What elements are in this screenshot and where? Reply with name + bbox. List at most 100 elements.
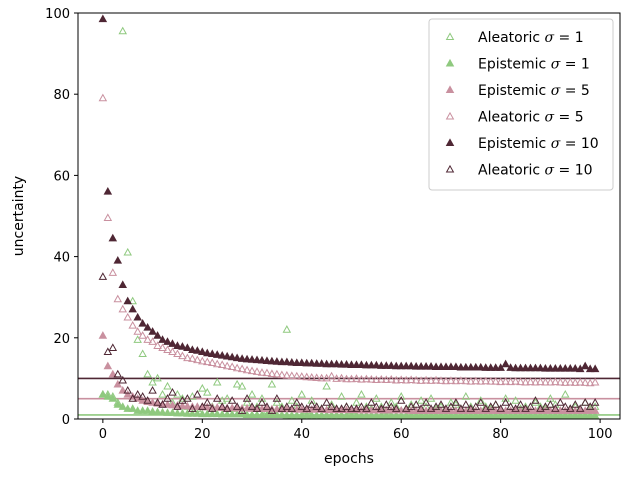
x-tick-label: 60 — [393, 427, 410, 442]
data-point — [322, 359, 331, 368]
legend-item: Aleatoric σ = 5 — [445, 110, 584, 126]
data-point — [367, 398, 376, 406]
data-point — [411, 411, 421, 419]
data-point — [292, 371, 302, 380]
data-point — [481, 376, 491, 385]
data-point — [153, 373, 162, 382]
data-point — [337, 410, 346, 419]
data-point — [372, 360, 381, 369]
data-point — [148, 327, 157, 335]
data-point — [267, 379, 277, 388]
legend-marker — [445, 138, 455, 147]
data-point — [536, 411, 545, 419]
data-point — [531, 411, 540, 419]
data-point — [476, 377, 486, 385]
data-point — [357, 374, 366, 383]
data-point — [198, 347, 207, 356]
data-point — [332, 359, 341, 368]
data-point — [257, 398, 267, 406]
legend-label: Epistemic σ = 1 — [478, 57, 590, 73]
data-point — [312, 402, 321, 410]
data-point — [143, 369, 152, 378]
data-point — [556, 364, 565, 372]
data-point — [282, 410, 292, 419]
data-point — [153, 331, 162, 339]
data-point — [103, 213, 113, 222]
data-point — [556, 398, 565, 406]
legend-label: Epistemic σ = 5 — [478, 83, 590, 99]
series-1 — [98, 390, 600, 419]
data-point — [327, 371, 336, 380]
data-point — [217, 351, 227, 359]
x-axis-label: epochs — [324, 451, 374, 467]
data-point — [262, 356, 272, 364]
data-point — [232, 379, 242, 388]
data-point — [486, 363, 495, 371]
y-axis-label: uncertainty — [11, 176, 27, 256]
data-point — [411, 400, 421, 408]
data-point — [496, 411, 505, 419]
data-point — [98, 272, 108, 280]
data-point — [282, 402, 292, 410]
data-point — [153, 407, 162, 416]
data-point — [541, 411, 550, 419]
data-point — [118, 304, 128, 313]
data-point — [242, 354, 252, 363]
data-point — [337, 373, 346, 382]
data-point — [207, 358, 217, 366]
data-point — [382, 361, 391, 369]
data-point — [511, 363, 520, 372]
data-point — [391, 375, 401, 384]
data-point — [178, 351, 187, 360]
data-point — [297, 410, 307, 419]
data-point — [575, 404, 585, 412]
data-point — [556, 411, 565, 419]
data-point — [441, 411, 451, 419]
data-point — [352, 411, 361, 419]
data-point — [203, 348, 212, 357]
legend-marker — [445, 164, 455, 173]
data-point — [416, 404, 426, 412]
data-point — [362, 411, 371, 419]
data-point — [247, 390, 257, 398]
data-point — [128, 304, 137, 313]
data-point — [501, 398, 510, 406]
data-point — [128, 394, 137, 402]
data-point — [178, 401, 187, 410]
data-point — [401, 411, 411, 419]
data-point — [118, 26, 128, 35]
data-point — [123, 247, 132, 256]
data-point — [232, 363, 242, 372]
data-point — [396, 411, 406, 419]
data-point — [307, 400, 316, 408]
data-point — [496, 404, 505, 412]
data-point — [282, 370, 292, 379]
data-point — [203, 398, 212, 406]
data-point — [242, 394, 252, 402]
legend-series-name: Epistemic — [478, 83, 551, 99]
data-point — [128, 320, 137, 329]
data-point — [138, 406, 147, 414]
data-point — [312, 359, 321, 367]
data-point — [217, 402, 227, 410]
data-point — [302, 372, 312, 381]
data-point — [262, 402, 272, 410]
data-point — [272, 357, 282, 365]
data-point — [232, 409, 242, 418]
data-point — [426, 394, 436, 402]
legend-sigma-symbol: σ — [551, 83, 561, 99]
data-point — [183, 394, 192, 402]
legend-sigma-symbol: σ — [545, 110, 555, 126]
data-point — [222, 361, 232, 370]
data-point — [546, 364, 555, 372]
plot-frame — [77, 12, 621, 420]
data-point — [382, 411, 391, 419]
data-point — [436, 400, 446, 408]
legend-series-name: Epistemic — [478, 57, 551, 73]
data-point — [536, 363, 545, 372]
legend-label: Aleatoric σ = 1 — [478, 30, 584, 46]
legend-item: Aleatoric σ = 10 — [445, 163, 593, 179]
data-point — [332, 410, 341, 419]
data-point — [252, 410, 262, 418]
data-point — [287, 357, 297, 366]
